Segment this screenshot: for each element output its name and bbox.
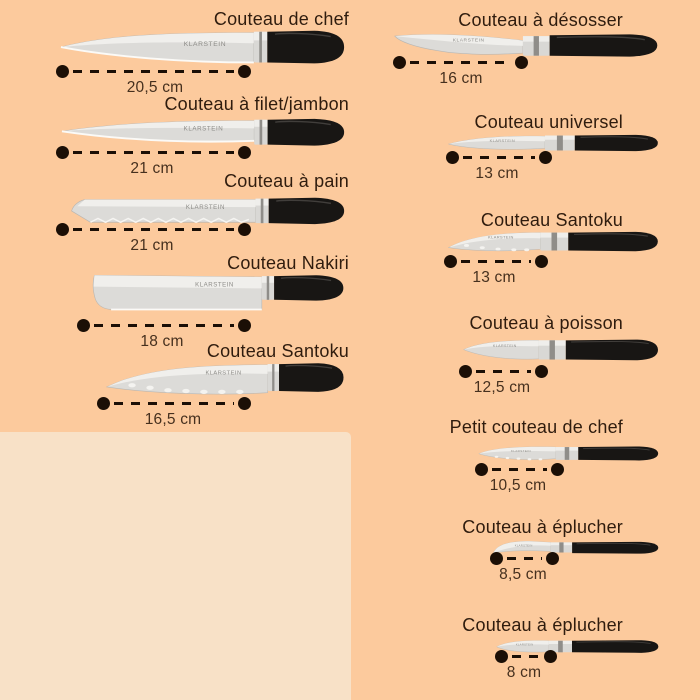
measure-dot-right xyxy=(539,151,552,164)
knife-image-eplucher-bec: KLARSTEIN xyxy=(491,539,660,556)
length-label: 16 cm xyxy=(439,70,483,87)
measure-dot-right xyxy=(535,255,548,268)
measure-line xyxy=(495,650,557,663)
knife-image-chef: KLARSTEIN xyxy=(59,26,347,68)
measure-dashes xyxy=(73,228,234,231)
measure-dashes xyxy=(73,151,234,154)
blade-brand-text: KLARSTEIN xyxy=(205,371,241,377)
measure-dot-right xyxy=(515,56,528,69)
measure-dot-left xyxy=(56,146,69,159)
measure-dot-left xyxy=(444,255,457,268)
length-label: 8 cm xyxy=(506,664,542,681)
knife-name-label: Couteau Santoku xyxy=(206,341,349,361)
measure-line xyxy=(446,151,552,164)
measure-dot-left xyxy=(475,463,488,476)
measure-line xyxy=(56,223,251,236)
measure-dashes xyxy=(114,402,234,405)
measure-dot-left xyxy=(97,397,110,410)
measure-dot-right xyxy=(238,65,251,78)
measure-dot-left xyxy=(446,151,459,164)
measure-dot-right xyxy=(544,650,557,663)
length-label: 8,5 cm xyxy=(499,566,547,583)
measure-dashes xyxy=(507,557,542,560)
measure-dot-left xyxy=(56,65,69,78)
knife-image-universel: KLARSTEIN xyxy=(447,132,660,153)
knife-name-label: Couteau à éplucher xyxy=(462,615,623,635)
knife-name-label: Couteau universel xyxy=(474,112,623,132)
measure-dot-right xyxy=(238,223,251,236)
measure-dot-left xyxy=(56,223,69,236)
measure-dashes xyxy=(461,260,531,263)
blade-brand-text: KLARSTEIN xyxy=(490,138,515,143)
measure-dot-left xyxy=(393,56,406,69)
measure-line xyxy=(444,255,548,268)
blade-brand-text: KLARSTEIN xyxy=(195,282,234,289)
length-label: 18 cm xyxy=(140,333,184,350)
measure-dashes xyxy=(476,370,531,373)
blade-brand-text: KLARSTEIN xyxy=(184,41,226,48)
length-label: 21 cm xyxy=(130,237,174,254)
blade-brand-text: KLARSTEIN xyxy=(493,344,517,348)
knife-name-label: Couteau à poisson xyxy=(469,313,623,333)
measure-line xyxy=(475,463,564,476)
knife-image-petit-chef: KLARSTEIN xyxy=(477,444,660,462)
length-label: 12,5 cm xyxy=(473,379,531,396)
knife-image-pain: KLARSTEIN xyxy=(64,193,347,227)
length-label: 13 cm xyxy=(475,165,519,182)
length-label: 16,5 cm xyxy=(144,411,202,428)
measure-line xyxy=(56,146,251,159)
measure-line xyxy=(490,552,559,565)
knife-name-label: Couteau à désosser xyxy=(458,10,623,30)
blade-brand-text: KLARSTEIN xyxy=(186,204,225,211)
measure-dot-left xyxy=(77,319,90,332)
measure-dot-left xyxy=(490,552,503,565)
measure-line xyxy=(459,365,548,378)
measure-dashes xyxy=(463,156,535,159)
blade-brand-text: KLARSTEIN xyxy=(184,125,224,132)
measure-dashes xyxy=(410,61,511,64)
blade-brand-text: KLARSTEIN xyxy=(511,449,531,453)
measure-dot-right xyxy=(546,552,559,565)
length-label: 10,5 cm xyxy=(489,477,547,494)
knife-name-label: Couteau Nakiri xyxy=(227,253,349,273)
measure-dot-right xyxy=(238,397,251,410)
info-panel: 12 COUTEAUX DIFFÉRENTS Lames de précisio… xyxy=(0,432,351,700)
measure-dashes xyxy=(512,655,540,658)
measure-dot-right xyxy=(535,365,548,378)
knife-name-label: Couteau Santoku xyxy=(480,210,623,230)
measure-dot-left xyxy=(459,365,472,378)
blade-brand-text: KLARSTEIN xyxy=(488,234,514,239)
knife-image-poisson: KLARSTEIN xyxy=(461,337,660,364)
measure-line xyxy=(97,397,251,410)
blade-brand-text: KLARSTEIN xyxy=(515,543,533,547)
length-label: 21 cm xyxy=(130,160,174,177)
measure-line xyxy=(77,319,251,332)
knife-name-label: Couteau de chef xyxy=(213,9,349,29)
knife-image-santoku: KLARSTEIN xyxy=(101,360,346,399)
knife-name-label: Couteau à éplucher xyxy=(462,517,623,537)
length-label: 20,5 cm xyxy=(126,79,184,96)
measure-dashes xyxy=(94,324,234,327)
length-label: 13 cm xyxy=(472,269,516,286)
knife-name-label: Petit couteau de chef xyxy=(449,417,623,437)
knife-image-desosser: KLARSTEIN xyxy=(393,29,660,59)
knife-image-nakiri: KLARSTEIN xyxy=(83,270,346,316)
measure-dot-left xyxy=(495,650,508,663)
measure-dashes xyxy=(492,468,547,471)
knife-image-eplucher: KLARSTEIN xyxy=(495,638,660,655)
measure-line xyxy=(393,56,528,69)
knife-image-santoku-small: KLARSTEIN xyxy=(445,229,660,255)
measure-dot-right xyxy=(238,319,251,332)
blade-brand-text: KLARSTEIN xyxy=(453,37,485,43)
knife-name-label: Couteau à filet/jambon xyxy=(164,94,349,114)
measure-dot-right xyxy=(238,146,251,159)
knife-name-label: Couteau à pain xyxy=(224,171,349,191)
measure-dot-right xyxy=(551,463,564,476)
knife-image-filet: KLARSTEIN xyxy=(60,115,347,149)
measure-line xyxy=(56,65,251,78)
measure-dashes xyxy=(73,70,234,73)
blade-brand-text: KLARSTEIN xyxy=(516,643,534,647)
